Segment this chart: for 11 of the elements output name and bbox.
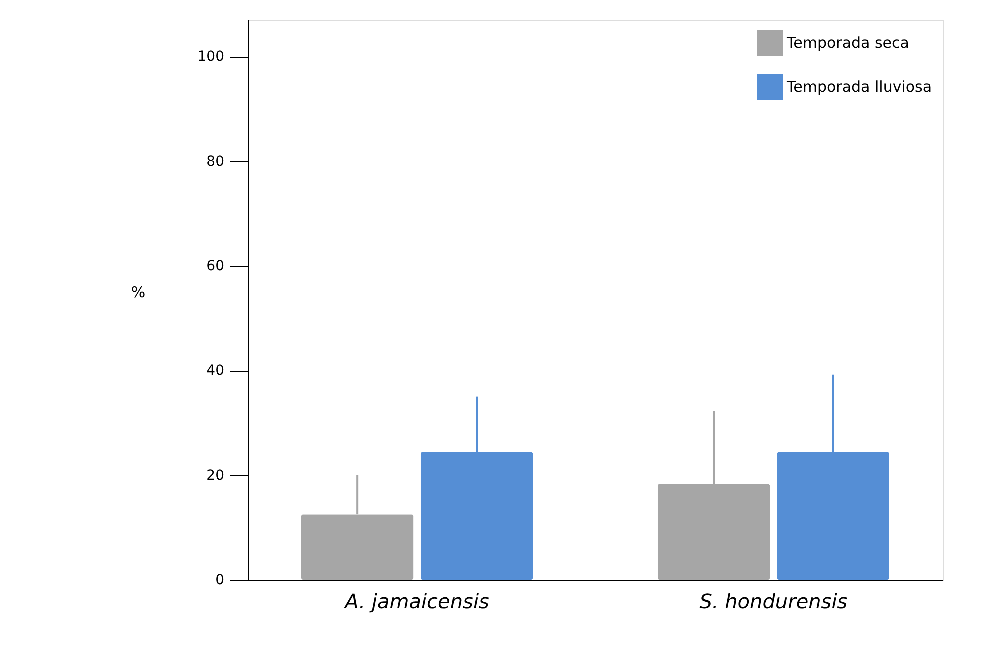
y-tick-label: 60	[206, 258, 224, 274]
x-tick-label: A. jamaicensis	[343, 590, 490, 614]
y-axis-title: %	[131, 284, 146, 302]
y-tick-label: 0	[216, 572, 224, 588]
x-tick-label: S. hondurensis	[700, 590, 848, 614]
y-tick-label: 40	[206, 363, 224, 380]
legend-label: Temporada lluviosa	[786, 78, 932, 96]
y-tick-label: 20	[206, 468, 224, 484]
y-tick-label: 100	[198, 49, 224, 66]
legend-label: Temporada seca	[786, 34, 910, 52]
y-tick-label: 80	[206, 154, 224, 170]
